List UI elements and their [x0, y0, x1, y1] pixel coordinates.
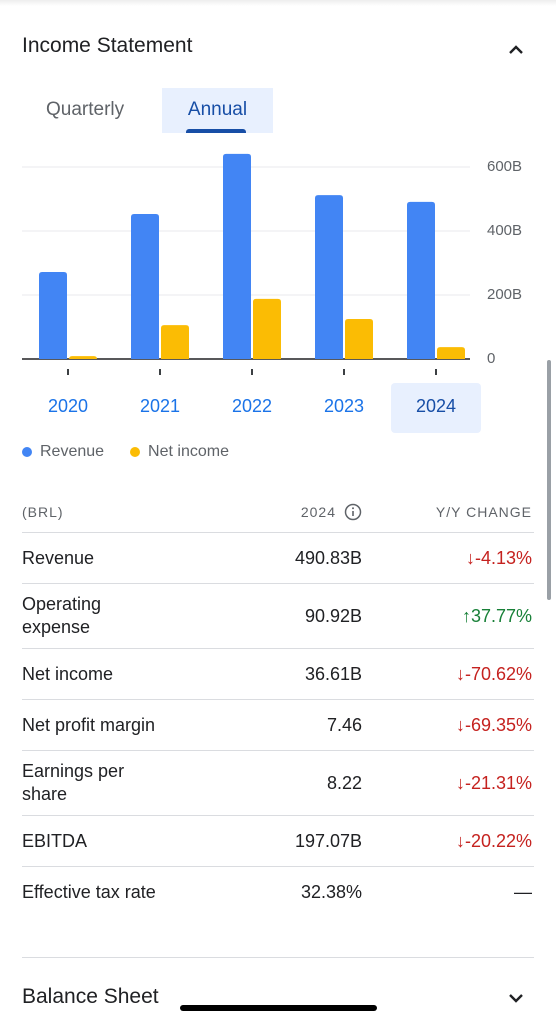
x-tick-label: 2023 — [324, 396, 364, 416]
row-label-line: Effective tax rate — [22, 881, 156, 902]
bar — [39, 271, 67, 359]
row-label-line: Operating — [22, 594, 102, 614]
row-change: — — [514, 881, 532, 902]
column-header: 2024 — [222, 503, 362, 521]
x-tick-label: 2021 — [140, 396, 180, 416]
row-change: ↓-69.35% — [455, 714, 532, 735]
collapse-icon[interactable] — [505, 38, 527, 60]
column-header: Y/Y CHANGE — [435, 504, 532, 520]
table: (BRL) 2024 Y/Y CHANGE Revenue 490.83B ↓-4.… — [22, 492, 534, 917]
x-tick-label: 2022 — [232, 396, 272, 416]
row-label: Operating expense — [22, 593, 222, 639]
table-row: Revenue 490.83B ↓-4.13% — [22, 532, 534, 583]
y-tick-label: 600B — [487, 158, 522, 175]
expand-icon[interactable] — [505, 987, 527, 1009]
legend: Revenue Net income — [22, 443, 229, 461]
legend-label: Revenue — [40, 443, 105, 460]
row-label-line: EBITDA — [22, 830, 88, 851]
table-row: Effective tax rate 32.38% — — [22, 866, 534, 917]
section-title[interactable]: Balance Sheet — [22, 985, 159, 1008]
info-icon[interactable] — [344, 503, 362, 521]
y-tick-label: 200B — [487, 286, 522, 303]
x-tick-label: 2024 — [416, 396, 456, 416]
row-label-line: Earnings per — [22, 761, 125, 781]
tab-selected[interactable]: Annual — [162, 88, 273, 133]
legend-swatch — [22, 447, 32, 457]
scrollbar — [547, 360, 551, 600]
row-label-line: expense — [22, 617, 91, 637]
y-tick-label: 0 — [487, 350, 495, 367]
legend-label: Net income — [148, 443, 229, 460]
top-shadow — [0, 0, 556, 6]
table-header: (BRL) 2024 Y/Y CHANGE — [22, 492, 534, 532]
row-label: Net income — [22, 663, 222, 686]
home-indicator — [180, 1005, 377, 1011]
table-row: EBITDA 197.07B ↓-20.22% — [22, 815, 534, 866]
divider — [22, 957, 534, 958]
row-label-line: Net income — [22, 663, 114, 684]
row-value: 197.07B — [294, 830, 362, 851]
legend-swatch — [130, 447, 141, 457]
row-change: ↓-21.31% — [455, 772, 532, 793]
section-title: Income Statement — [22, 34, 193, 57]
row-value: 8.22 — [326, 772, 362, 793]
bar — [345, 319, 373, 359]
table-row: Operating expense 90.92B ↑37.77% — [22, 583, 534, 648]
x-tick-label: 2020 — [48, 396, 88, 416]
tab-label[interactable]: Annual — [187, 99, 248, 120]
row-value: 7.46 — [326, 714, 362, 735]
tab[interactable]: Quarterly — [46, 99, 125, 120]
bar — [315, 195, 343, 359]
bar — [407, 201, 435, 359]
bar — [253, 298, 281, 359]
table-body: Revenue 490.83B ↓-4.13% Operating expense 90.… — [22, 532, 534, 917]
row-label: EBITDA — [22, 830, 222, 853]
y-tick-label: 400B — [487, 222, 522, 239]
bar — [131, 214, 159, 359]
row-value: 90.92B — [304, 605, 362, 626]
row-change: ↑37.77% — [461, 605, 532, 626]
legend-item: Revenue — [22, 443, 104, 461]
bar — [437, 347, 465, 359]
bar — [161, 325, 189, 359]
row-label-line: Net profit margin — [22, 714, 156, 735]
bar — [223, 153, 251, 359]
row-value: 490.83B — [294, 547, 362, 568]
table-row: Net income 36.61B ↓-70.62% — [22, 648, 534, 699]
row-value: 36.61B — [304, 663, 362, 684]
bar — [69, 356, 97, 360]
row-label-line: Revenue — [22, 547, 95, 568]
selected-year-bg[interactable] — [391, 383, 481, 433]
column-header-text: 2024 — [300, 504, 336, 520]
row-label: Net profit margin — [22, 714, 222, 737]
row-change: ↓-20.22% — [455, 830, 532, 851]
row-change: ↓-4.13% — [465, 547, 532, 568]
legend-item: Net income — [130, 443, 229, 461]
table-row: Earnings per share 8.22 ↓-21.31% — [22, 750, 534, 815]
tab-indicator — [186, 129, 246, 133]
row-change: ↓-70.62% — [455, 663, 532, 684]
row-label-line: share — [22, 784, 68, 804]
row-label: Revenue — [22, 547, 222, 570]
chart: 0 200B 400B 600B 2020 2021 2022 2023 2024 — [22, 153, 522, 433]
column-header: (BRL) — [22, 503, 64, 520]
row-value: 32.38% — [300, 881, 362, 902]
row-label: Earnings per share — [22, 760, 222, 806]
row-label: Effective tax rate — [22, 881, 222, 904]
table-row: Net profit margin 7.46 ↓-69.35% — [22, 699, 534, 750]
